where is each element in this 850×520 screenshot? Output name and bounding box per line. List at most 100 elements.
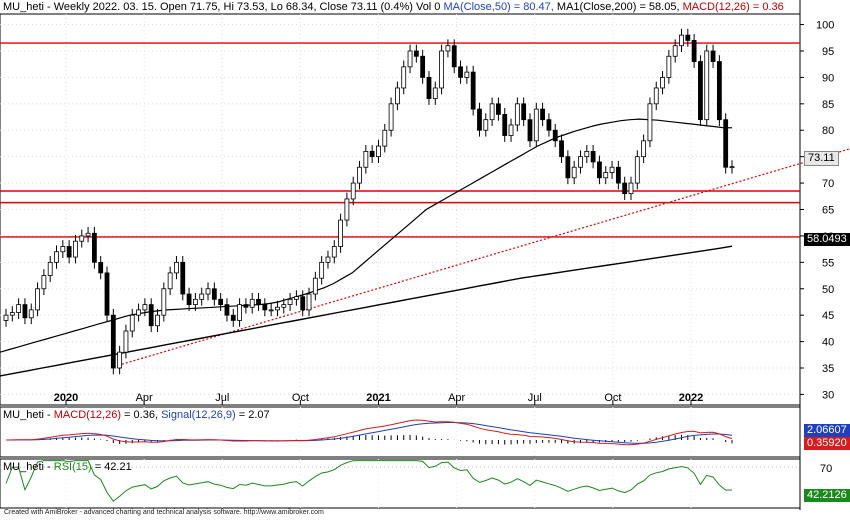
candle-body <box>211 288 217 300</box>
candle-body <box>300 296 306 311</box>
candle-body <box>401 66 407 89</box>
candle-body <box>319 261 325 279</box>
price-header-info: - Weekly 2022. 03. 15. Open 71.75, Hi 73… <box>43 1 444 13</box>
candle-body <box>41 275 47 290</box>
macd-header-signal-val: = 2.07 <box>235 409 270 421</box>
candle-body <box>256 298 261 306</box>
signal-last-tag: 2.06607 <box>804 424 850 437</box>
macd-header-symbol: MU_heti <box>3 409 44 421</box>
candle-body <box>552 129 558 142</box>
price-ytick-label: 65 <box>822 205 834 217</box>
candle-body <box>268 309 274 312</box>
candle-body <box>559 140 564 158</box>
candle-body <box>477 108 482 131</box>
candle-body <box>224 304 230 316</box>
candle-body <box>186 293 192 306</box>
candle-body <box>16 304 22 313</box>
price-header: MU_heti - Weekly 2022. 03. 15. Open 71.7… <box>3 1 784 14</box>
candle-body <box>571 166 577 179</box>
price-header-symbol: MU_heti <box>3 1 44 13</box>
candle-body <box>502 113 508 136</box>
xtick-label: 2021 <box>366 392 390 404</box>
price-ytick-label: 100 <box>816 20 834 32</box>
price-header-ma200: MA1(Close,200) = 58.05, <box>556 1 683 13</box>
candle-body <box>199 293 205 300</box>
candle-body <box>609 166 615 173</box>
candle-body <box>546 119 552 131</box>
candle-body <box>420 55 426 78</box>
candle-body <box>413 50 419 57</box>
candle-body <box>117 351 123 369</box>
candle-body <box>653 87 659 105</box>
candle-body <box>3 314 9 321</box>
candle-body <box>439 50 445 89</box>
rsi-header-symbol: MU_heti <box>3 461 44 473</box>
candle-body <box>218 298 224 306</box>
ma200-last-tag: 58.0493 <box>804 233 850 246</box>
candle-body <box>603 172 609 179</box>
macd-header-signal: Signal(12,26,9) <box>161 409 236 421</box>
rsi-header-rsi: RSI(15) <box>53 461 92 473</box>
candle-body <box>540 108 546 121</box>
candle-body <box>161 288 167 316</box>
candle-body <box>628 182 634 195</box>
xtick-label: Oct <box>604 392 621 404</box>
candle-body <box>66 246 72 258</box>
candle-body <box>192 298 198 306</box>
candle-body <box>533 108 539 142</box>
candle-body <box>54 251 59 263</box>
candle-body <box>590 150 596 163</box>
credit-line: Created with AmiBroker - advanced charti… <box>4 509 324 516</box>
candle-body <box>60 246 66 253</box>
candle-body <box>293 296 299 300</box>
price-header-ma50: MA(Close,50) = 80.47, <box>443 1 557 13</box>
candle-body <box>9 312 15 316</box>
candle-body <box>180 261 186 295</box>
candle-body <box>432 87 438 99</box>
rsi-header: MU_heti - RSI(15) = 42.21 <box>3 461 132 473</box>
candle-body <box>350 182 356 200</box>
macd-header-macd: MACD(12,26) <box>53 409 121 421</box>
candle-body <box>527 119 533 142</box>
macd-signal-line <box>6 422 733 444</box>
candle-body <box>243 304 249 308</box>
candle-body <box>685 34 691 41</box>
rsi-header-rsi-val: = 42.21 <box>91 461 132 473</box>
candle-body <box>470 71 476 110</box>
candle-body <box>136 309 141 316</box>
candle-body <box>458 66 463 78</box>
candle-body <box>578 156 583 168</box>
price-ytick-label: 40 <box>822 337 834 349</box>
macd-header-macd-val: = 0.36, <box>121 409 162 421</box>
price-ytick-label: 90 <box>822 72 834 84</box>
macd-line <box>5 419 733 446</box>
candle-body <box>344 198 350 221</box>
candle-body <box>123 330 129 353</box>
candle-body <box>312 277 318 295</box>
candle-body <box>483 119 489 131</box>
candle-body <box>426 77 432 99</box>
xtick-label: 2020 <box>54 392 78 404</box>
candle-body <box>110 314 116 369</box>
candle-body <box>388 103 394 131</box>
rsi-line <box>5 460 733 502</box>
xtick-label: Jul <box>528 392 542 404</box>
candle-body <box>155 314 160 327</box>
macd-last-tag: 0.35920 <box>804 437 850 450</box>
price-ytick-label: 80 <box>822 125 834 137</box>
candle-body <box>98 261 104 274</box>
rsi-last-tag: 42.2126 <box>804 489 850 502</box>
candle-body <box>35 288 40 311</box>
candle-body <box>489 103 495 121</box>
candle-body <box>104 272 110 316</box>
candle-body <box>369 150 375 158</box>
candle-body <box>237 304 242 321</box>
candle-body <box>729 166 735 169</box>
candle-body <box>357 166 362 184</box>
candle-body <box>496 103 501 115</box>
candle-body <box>407 50 413 68</box>
candle-body <box>445 45 451 52</box>
candle-body <box>647 103 653 142</box>
candle-body <box>597 161 602 179</box>
